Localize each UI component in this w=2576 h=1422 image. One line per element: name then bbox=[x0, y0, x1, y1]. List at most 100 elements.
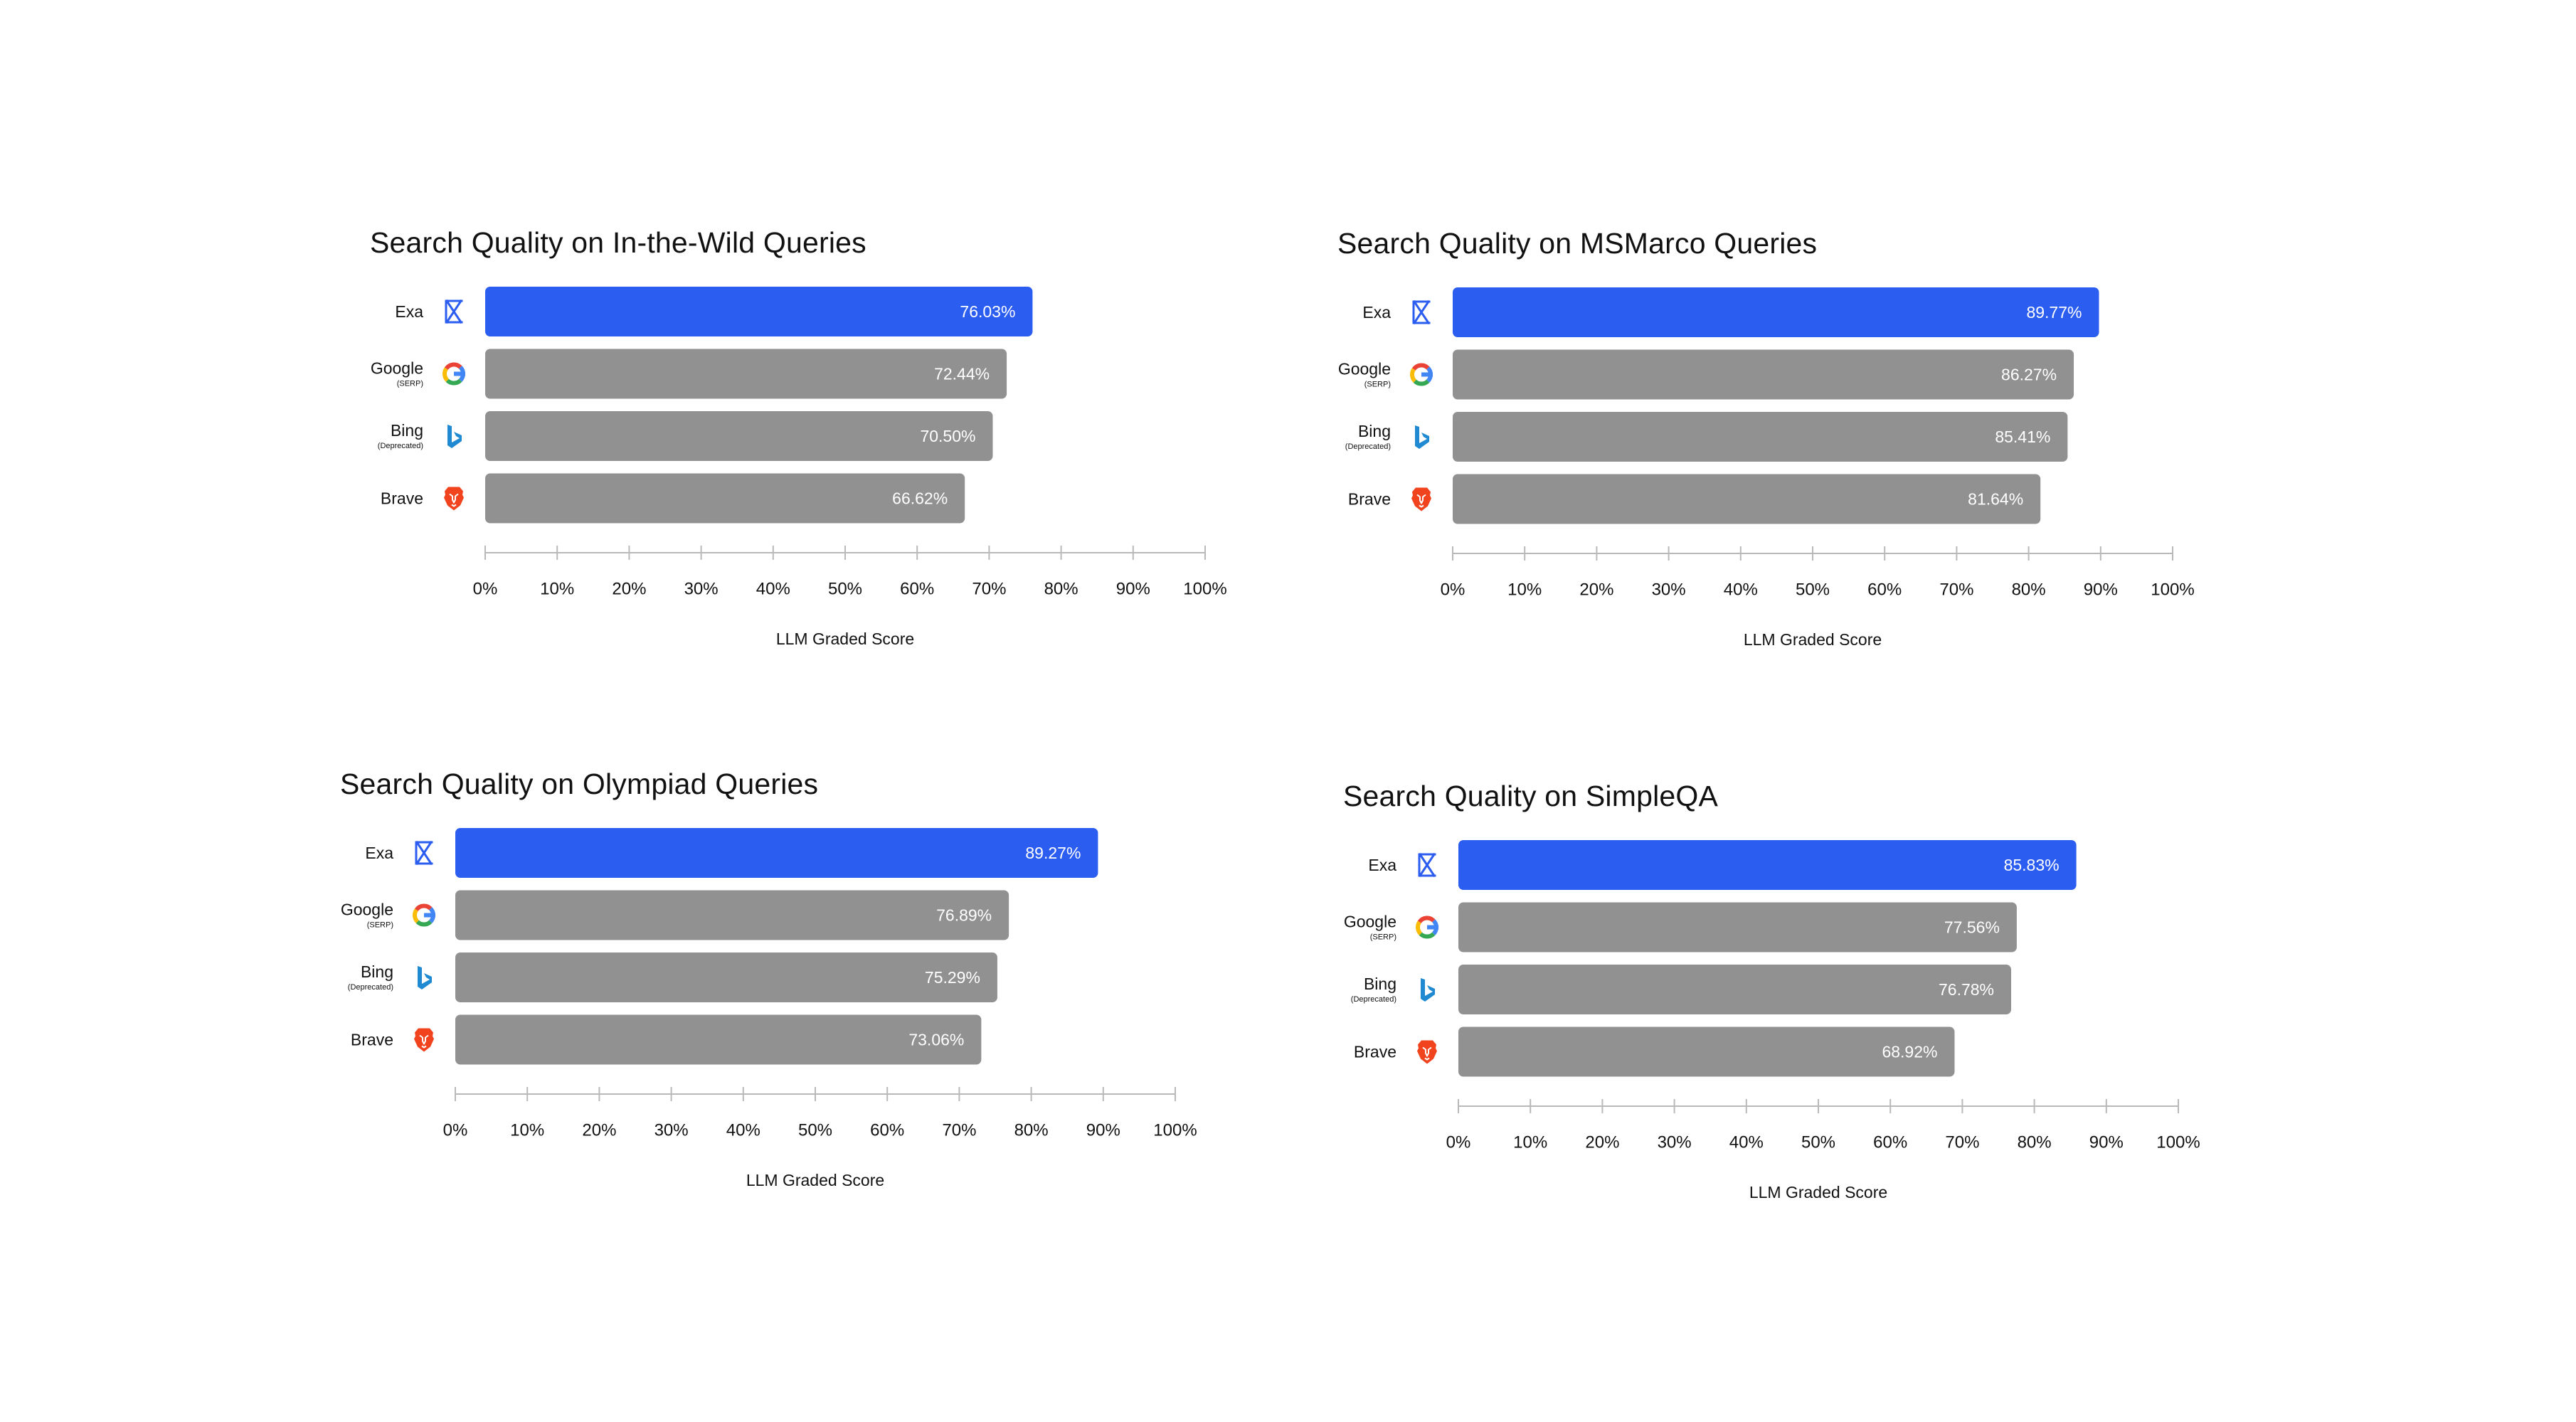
x-tick-label: 30% bbox=[1658, 1133, 1692, 1152]
bar bbox=[1458, 965, 2012, 1014]
x-tick-label: 100% bbox=[2151, 580, 2194, 600]
chart-title: Search Quality on SimpleQA bbox=[1343, 780, 1719, 812]
brave-icon-lion bbox=[419, 1034, 429, 1049]
google-icon-yellow-arc bbox=[1416, 920, 1423, 935]
brave-icon-shape bbox=[444, 487, 464, 511]
bar-value-label: 85.83% bbox=[2004, 856, 2060, 874]
x-tick-label: 60% bbox=[900, 580, 934, 599]
category-label: Exa bbox=[395, 302, 423, 321]
x-tick-label: 30% bbox=[654, 1121, 689, 1140]
bing-icon bbox=[1421, 978, 1435, 1002]
google-icon bbox=[413, 903, 435, 927]
bar-value-label: 70.50% bbox=[920, 427, 975, 445]
chart-plot: Exa 89.77% Google (SERP) 86.27% Bing (Deprecat… bbox=[1338, 287, 2195, 649]
category-label: Exa bbox=[1368, 856, 1396, 874]
x-tick-label: 50% bbox=[1796, 580, 1830, 600]
bar bbox=[455, 890, 1009, 940]
bar bbox=[455, 953, 997, 1002]
bar-value-label: 76.89% bbox=[936, 906, 992, 925]
x-tick-label: 30% bbox=[684, 580, 719, 599]
google-icon-bar bbox=[1427, 925, 1438, 930]
google-icon-yellow-arc bbox=[1410, 368, 1417, 383]
x-tick-label: 50% bbox=[798, 1121, 832, 1140]
chart-plot: Exa 89.27% Google (SERP) 76.89% Bing (Deprecat… bbox=[341, 828, 1197, 1189]
x-tick-label: 60% bbox=[1867, 580, 1902, 600]
x-tick-label: 40% bbox=[756, 580, 790, 599]
x-tick-label: 40% bbox=[726, 1121, 760, 1140]
x-tick-label: 50% bbox=[1801, 1133, 1835, 1152]
category-label: Brave bbox=[351, 1031, 393, 1049]
x-tick-label: 20% bbox=[612, 580, 646, 599]
bing-icon bbox=[1415, 425, 1429, 449]
category-label: Brave bbox=[1348, 490, 1391, 509]
brave-icon bbox=[444, 487, 464, 511]
x-axis-label: LLM Graded Score bbox=[1744, 630, 1882, 649]
google-icon-red-arc bbox=[1411, 363, 1430, 371]
category-label: Brave bbox=[381, 489, 423, 508]
bar bbox=[485, 349, 1007, 399]
bing-icon-shape bbox=[447, 425, 462, 448]
bar-value-label: 66.62% bbox=[892, 489, 948, 508]
category-label: Exa bbox=[1362, 303, 1391, 322]
x-tick-label: 90% bbox=[2084, 580, 2118, 600]
bing-icon bbox=[447, 425, 462, 448]
x-tick-label: 0% bbox=[1446, 1133, 1471, 1152]
category-label: Brave bbox=[1354, 1043, 1396, 1061]
category-sublabel: (Deprecated) bbox=[348, 983, 393, 992]
x-tick-label: 20% bbox=[582, 1121, 616, 1140]
x-tick-label: 40% bbox=[1729, 1133, 1764, 1152]
exa-icon-stroke bbox=[415, 840, 433, 866]
category-sublabel: (Deprecated) bbox=[1345, 442, 1391, 451]
google-icon-green-arc bbox=[445, 378, 462, 386]
x-tick-label: 10% bbox=[510, 1121, 544, 1140]
bar bbox=[1453, 287, 2099, 337]
category-sublabel: (SERP) bbox=[1364, 381, 1391, 389]
bar-value-label: 72.44% bbox=[934, 365, 990, 383]
x-tick-label: 70% bbox=[942, 1121, 976, 1140]
x-tick-label: 0% bbox=[443, 1121, 468, 1140]
bar-value-label: 77.56% bbox=[1944, 918, 2000, 937]
brave-icon-shape bbox=[414, 1028, 434, 1052]
google-icon-yellow-arc bbox=[442, 367, 450, 382]
bar bbox=[485, 473, 965, 524]
google-icon-red-arc bbox=[1417, 916, 1436, 924]
x-tick-label: 80% bbox=[2012, 580, 2046, 600]
bing-icon-shape bbox=[1421, 978, 1435, 1002]
x-tick-label: 20% bbox=[1579, 580, 1613, 600]
google-icon-bar bbox=[424, 913, 435, 918]
google-icon-green-arc bbox=[1419, 932, 1436, 939]
x-tick-label: 30% bbox=[1652, 580, 1686, 600]
bar bbox=[1458, 840, 2077, 890]
x-axis-label: LLM Graded Score bbox=[1749, 1183, 1887, 1201]
exa-icon bbox=[415, 840, 433, 866]
x-tick-label: 0% bbox=[473, 580, 498, 599]
brave-icon bbox=[414, 1028, 434, 1052]
exa-icon-stroke bbox=[1418, 852, 1436, 878]
category-sublabel: (SERP) bbox=[367, 921, 393, 930]
brave-icon-shape bbox=[1417, 1040, 1437, 1064]
x-tick-label: 60% bbox=[870, 1121, 904, 1140]
bar-value-label: 73.06% bbox=[908, 1031, 964, 1049]
category-label: Google bbox=[1338, 360, 1391, 378]
category-label: Google bbox=[1344, 913, 1396, 931]
google-icon-red-arc bbox=[414, 903, 433, 912]
category-label: Google bbox=[341, 901, 393, 919]
x-axis-label: LLM Graded Score bbox=[776, 630, 914, 648]
x-tick-label: 40% bbox=[1724, 580, 1758, 600]
x-tick-label: 80% bbox=[2018, 1133, 2052, 1152]
google-icon-red-arc bbox=[444, 362, 462, 371]
brave-icon bbox=[1417, 1040, 1437, 1064]
category-label: Exa bbox=[365, 844, 393, 862]
x-tick-label: 10% bbox=[540, 580, 574, 599]
brave-icon-lion bbox=[449, 493, 459, 507]
exa-icon-stroke bbox=[1412, 299, 1431, 325]
exa-icon bbox=[1412, 299, 1431, 325]
bar-value-label: 76.03% bbox=[960, 302, 1015, 321]
bar-value-label: 89.27% bbox=[1025, 844, 1081, 862]
exa-icon bbox=[1418, 852, 1436, 878]
brave-icon-shape bbox=[1411, 487, 1431, 511]
bing-icon-shape bbox=[418, 966, 432, 989]
chart-plot: Exa 76.03% Google (SERP) 72.44% Bing (Deprecat… bbox=[371, 287, 1227, 648]
bar-value-label: 81.64% bbox=[1968, 490, 2023, 509]
google-icon bbox=[442, 362, 465, 386]
